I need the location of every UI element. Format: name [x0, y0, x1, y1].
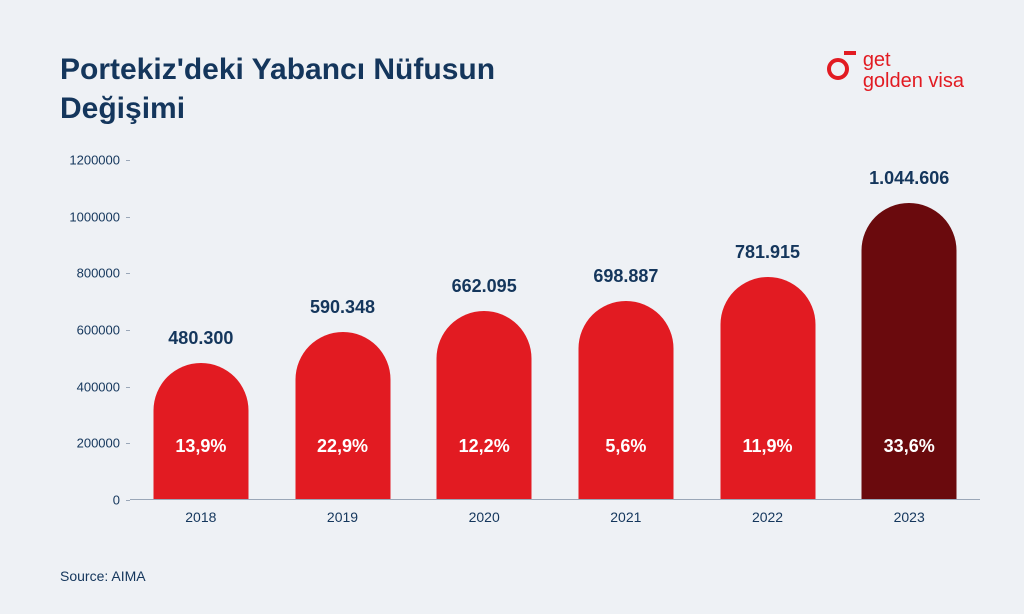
y-axis-tick-label: 800000: [60, 266, 120, 281]
source-attribution: Source: AIMA: [60, 568, 146, 584]
y-axis-tick-mark: [126, 500, 130, 501]
chart-title: Portekiz'deki Yabancı Nüfusun Değişimi: [60, 50, 560, 128]
bar-value-label: 781.915: [697, 242, 839, 263]
y-axis-tick-label: 200000: [60, 436, 120, 451]
y-axis-tick-label: 1000000: [60, 209, 120, 224]
bar-percent-label: 13,9%: [130, 436, 272, 457]
bar-value-label: 590.348: [272, 297, 414, 318]
chart-bar: [153, 363, 248, 499]
brand-logo-text: get golden visa: [863, 50, 964, 92]
bar-percent-label: 5,6%: [555, 436, 697, 457]
bar-percent-label: 33,6%: [838, 436, 980, 457]
chart-bar: [720, 277, 815, 499]
chart-bar: [578, 301, 673, 499]
bar-value-label: 480.300: [130, 328, 272, 349]
y-axis-tick-mark: [126, 330, 130, 331]
y-axis-tick-mark: [126, 443, 130, 444]
bar-slot: 11,9%781.9152022: [697, 160, 839, 499]
y-axis-tick-mark: [126, 160, 130, 161]
x-axis-category-label: 2022: [697, 499, 839, 525]
chart-plot-area: 13,9%480.300201822,9%590.348201912,2%662…: [130, 160, 980, 500]
bar-value-label: 698.887: [555, 266, 697, 287]
y-axis-tick-mark: [126, 387, 130, 388]
bar-slot: 33,6%1.044.6062023: [838, 160, 980, 499]
brand-logo-line2: golden visa: [863, 71, 964, 92]
chart-bar: [295, 332, 390, 499]
x-axis-category-label: 2020: [413, 499, 555, 525]
y-axis-tick-label: 600000: [60, 323, 120, 338]
y-axis-tick-mark: [126, 217, 130, 218]
y-axis-tick-label: 0: [60, 493, 120, 508]
x-axis-category-label: 2019: [272, 499, 414, 525]
bar-chart: 13,9% 480.300 2018 22,9% 590.348 2019 12,2% 662…: [60, 160, 980, 530]
bar-percent-label: 12,2%: [413, 436, 555, 457]
y-axis-tick-mark: [126, 273, 130, 274]
bar-percent-label: 22,9%: [272, 436, 414, 457]
brand-logo-icon: [827, 52, 855, 80]
x-axis-category-label: 2023: [838, 499, 980, 525]
bar-slot: 5,6%698.8872021: [555, 160, 697, 499]
y-axis-tick-label: 400000: [60, 379, 120, 394]
chart-bar: [437, 311, 532, 499]
y-axis-tick-label: 1200000: [60, 153, 120, 168]
brand-logo-line1: get: [863, 50, 964, 71]
bar-slot: 22,9%590.3482019: [272, 160, 414, 499]
bar-value-label: 662.095: [413, 276, 555, 297]
chart-bars-container: 13,9%480.300201822,9%590.348201912,2%662…: [130, 160, 980, 499]
brand-logo: get golden visa: [827, 50, 964, 92]
bar-slot: 12,2%662.0952020: [413, 160, 555, 499]
x-axis-category-label: 2021: [555, 499, 697, 525]
x-axis-category-label: 2018: [130, 499, 272, 525]
bar-slot: 13,9%480.3002018: [130, 160, 272, 499]
bar-value-label: 1.044.606: [838, 168, 980, 189]
bar-percent-label: 11,9%: [697, 436, 839, 457]
